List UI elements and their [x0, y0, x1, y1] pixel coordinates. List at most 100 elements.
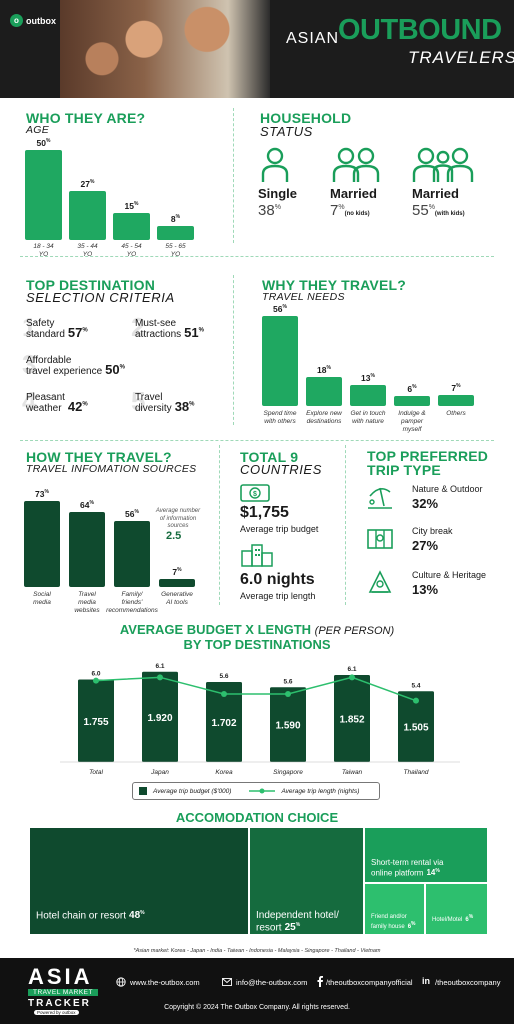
age-bar-value: 27% — [69, 179, 106, 189]
info-source-value-percent-sign: % — [134, 509, 139, 516]
footer-email[interactable]: info@the-outbox.com — [236, 978, 308, 987]
age-bar-value-percent-sign: % — [134, 201, 139, 208]
footer-facebook[interactable]: /theoutboxcompanyofficial — [326, 978, 413, 987]
legend-bar-swatch — [139, 787, 147, 795]
accommodation-value: 6 — [465, 917, 469, 923]
household-percent-sign: % — [338, 204, 345, 211]
info-source-value-percent-sign: % — [89, 499, 94, 506]
info-source-label: Social media — [33, 591, 51, 607]
budget-bar — [78, 679, 114, 762]
criteria-rank-number: 2 — [131, 312, 146, 342]
criteria-percent-sign: % — [189, 401, 195, 408]
who-subtitle: AGE — [26, 124, 50, 136]
trip-type-name: Culture & Heritage — [412, 570, 487, 580]
footer-brand-market: TRAVEL MARKET — [28, 989, 98, 996]
length-line — [95, 676, 417, 702]
household-value: 38% — [258, 202, 281, 219]
info-source-value-percent-sign: % — [44, 489, 49, 496]
accommodation-label: Friend and/or family house 6% — [371, 914, 415, 931]
outbox-logo[interactable]: o outbox — [10, 14, 56, 27]
divider — [20, 440, 494, 441]
criteria-subtitle: SELECTION CRITERIA — [26, 290, 175, 305]
length-point — [413, 697, 419, 704]
household-value: 55%(with kids) — [412, 202, 465, 219]
category-label: Taiwan — [342, 769, 363, 776]
age-bar-label: 35 - 44 YO — [77, 243, 98, 259]
travel-need-value: 18% — [306, 365, 342, 375]
info-source-bar — [159, 578, 195, 587]
logo-mark-icon: o — [10, 14, 23, 27]
info-source-value: 56% — [114, 509, 150, 519]
travel-need-value-percent-sign: % — [370, 373, 375, 380]
accommodation-label: Hotel/Motel 6% — [432, 914, 473, 924]
criteria-value-number: 57 — [67, 325, 83, 340]
age-bar-value-number: 50 — [36, 138, 46, 148]
linkedin-icon: in — [422, 976, 430, 986]
info-source-value: 7% — [159, 567, 195, 577]
how-subtitle: TRAVEL INFOMATION SOURCES — [26, 463, 197, 475]
age-bar-value-percent-sign: % — [90, 179, 95, 186]
accommodation-percent-sign: % — [468, 914, 474, 920]
age-bar-value-number: 27 — [80, 179, 90, 190]
footer-website[interactable]: www.the-outbox.com — [130, 978, 200, 987]
chart-legend: Average trip budget ($'000) Average trip… — [132, 782, 380, 800]
criteria-name: Affordable travel experience — [26, 355, 103, 377]
accommodation-value: 25 — [284, 922, 296, 934]
criteria-rank-number: 4 — [22, 386, 37, 416]
travel-need-value-percent-sign: % — [326, 365, 331, 372]
buildings-icon — [241, 544, 273, 567]
category-label: Korea — [215, 769, 233, 776]
budget-bar-label: 1.920 — [147, 713, 172, 724]
travel-need-value-percent-sign: % — [412, 384, 417, 391]
avg-nights-label: Average trip length — [240, 591, 316, 601]
travel-need-value: 6% — [394, 384, 430, 394]
criteria-rank-number: 5 — [131, 386, 146, 416]
budget-bar — [398, 691, 434, 762]
length-point-label: 6.0 — [91, 671, 100, 678]
age-bar-value-number: 15 — [124, 201, 134, 211]
asian-market-footnote: *Asian market: Korea - Japan - India - T… — [133, 948, 381, 954]
age-bar — [25, 150, 62, 240]
how-title: HOW THEY TRAVEL? — [26, 449, 172, 465]
accommodation-name: Independent hotel/ resort — [256, 910, 339, 934]
age-bar-value: 15% — [113, 201, 150, 211]
length-point — [157, 674, 163, 681]
accommodation-tile — [250, 828, 363, 934]
household-note: (with kids) — [434, 211, 465, 217]
length-point — [221, 691, 227, 697]
budget-bar-label: 1.755 — [83, 717, 108, 728]
travel-need-bar — [306, 377, 342, 406]
divider — [219, 445, 220, 605]
length-point-label: 5.4 — [411, 682, 420, 689]
info-source-value-percent-sign: % — [177, 566, 182, 573]
household-name: Single — [258, 186, 298, 201]
length-point-label: 6.1 — [347, 666, 356, 673]
accommodation-percent-sign: % — [140, 910, 145, 916]
budget-bar-label: 1.590 — [275, 721, 300, 732]
avg-nights-value: 6.0 nights — [240, 571, 315, 588]
info-source-label: Generative AI tools — [161, 591, 193, 607]
city-map-icon — [367, 529, 393, 549]
length-point — [93, 677, 99, 684]
criteria-title: TOP DESTINATION — [26, 277, 156, 293]
household-value-number: 55 — [412, 202, 429, 219]
length-point-label: 5.6 — [283, 678, 292, 685]
age-bar-value-percent-sign: % — [46, 138, 51, 145]
trip-type-value: 27% — [412, 538, 439, 553]
accommodation-label: Hotel chain or resort 48% — [36, 910, 145, 922]
legend-line-label: Average trip length (nights) — [281, 787, 360, 795]
footer-linkedin[interactable]: /theoutboxcompany — [435, 978, 501, 987]
household-title: HOUSEHOLD — [260, 110, 352, 126]
info-source-value: 73% — [24, 489, 60, 499]
criteria-rank-number: 3 — [22, 349, 37, 379]
info-source-label: Travel media websites — [74, 591, 100, 615]
person-icon — [261, 147, 289, 182]
criteria-name: Must-see attractions — [135, 318, 182, 340]
length-point-label: 5.6 — [219, 673, 228, 680]
criteria-value: 57% — [68, 325, 88, 340]
criteria-value-number: 50 — [105, 362, 120, 377]
footer-brand-powered: Powered by outbox — [34, 1010, 79, 1015]
category-label: Singapore — [273, 769, 303, 776]
travel-need-label: Spend time with others — [263, 410, 297, 426]
accommodation-value: 48 — [129, 910, 141, 922]
